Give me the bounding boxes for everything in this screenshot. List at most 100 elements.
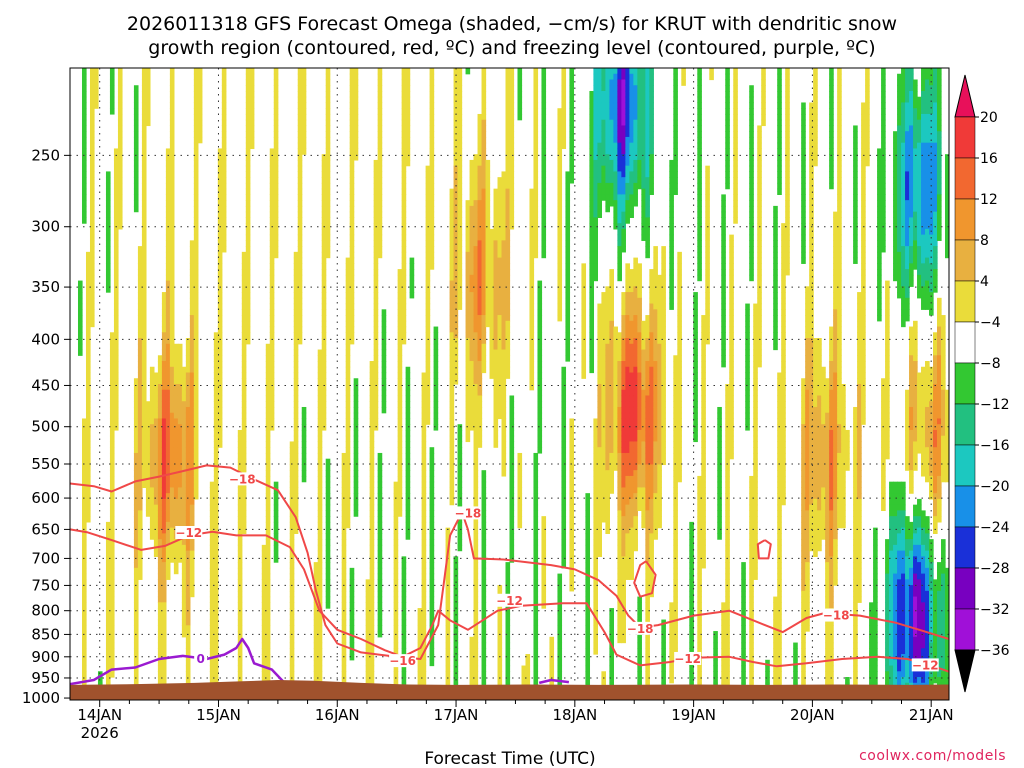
omega-cell xyxy=(161,619,167,626)
omega-cell xyxy=(365,596,371,603)
omega-cell xyxy=(601,102,606,109)
omega-cell xyxy=(541,125,547,132)
omega-cell xyxy=(237,619,243,626)
omega-cell xyxy=(157,573,163,580)
omega-cell xyxy=(85,516,91,523)
omega-cell xyxy=(153,470,159,477)
omega-cell xyxy=(445,659,451,667)
omega-cell xyxy=(589,223,595,230)
omega-cell xyxy=(605,171,610,178)
omega-cell xyxy=(393,677,399,684)
omega-cell xyxy=(217,395,223,402)
omega-cell xyxy=(237,504,243,511)
omega-cell xyxy=(377,470,383,477)
omega-cell xyxy=(473,165,479,173)
omega-cell xyxy=(117,68,123,75)
omega-cell xyxy=(85,309,91,316)
omega-cell xyxy=(597,429,602,437)
omega-cell xyxy=(617,148,622,155)
omega-cell xyxy=(609,154,614,161)
omega-cell xyxy=(189,464,195,471)
omega-cell xyxy=(365,619,371,626)
omega-cell xyxy=(217,303,223,310)
omega-cell xyxy=(501,355,507,362)
omega-cell xyxy=(293,458,299,466)
omega-cell xyxy=(609,280,614,287)
omega-cell xyxy=(425,326,431,333)
omega-cell xyxy=(289,533,295,540)
omega-cell xyxy=(177,556,183,563)
omega-cell xyxy=(489,372,495,379)
omega-cell xyxy=(141,263,147,270)
omega-cell xyxy=(169,493,175,500)
omega-cell xyxy=(265,378,271,385)
omega-cell xyxy=(313,562,319,569)
omega-cell xyxy=(313,573,319,580)
omega-cell xyxy=(533,165,539,173)
omega-cell xyxy=(193,349,199,356)
omega-cell xyxy=(597,366,602,374)
omega-cell xyxy=(265,636,271,644)
omega-cell xyxy=(189,286,195,293)
omega-cell xyxy=(161,608,167,615)
omega-cell xyxy=(269,292,275,299)
omega-cell xyxy=(217,159,223,167)
omega-cell xyxy=(565,217,571,224)
omega-cell xyxy=(409,263,415,270)
omega-cell xyxy=(397,435,403,443)
omega-cell xyxy=(537,418,543,425)
omega-cell xyxy=(317,452,323,460)
omega-cell xyxy=(585,642,591,649)
omega-cell xyxy=(481,194,487,201)
omega-cell xyxy=(605,159,610,167)
omega-cell xyxy=(609,194,614,201)
omega-cell xyxy=(353,498,359,506)
omega-cell xyxy=(81,447,87,454)
omega-cell xyxy=(613,429,618,437)
omega-cell xyxy=(609,200,614,207)
omega-cell xyxy=(165,481,171,489)
omega-cell xyxy=(297,188,303,195)
omega-cell xyxy=(265,349,271,356)
omega-cell xyxy=(145,68,151,75)
omega-cell xyxy=(453,303,459,310)
omega-cell xyxy=(601,136,606,144)
omega-cell xyxy=(405,108,411,115)
omega-cell xyxy=(109,636,115,644)
omega-cell xyxy=(501,418,507,425)
omega-cell xyxy=(241,504,247,511)
omega-cell xyxy=(557,246,563,253)
omega-cell xyxy=(469,372,475,379)
omega-cell xyxy=(481,332,487,339)
omega-cell xyxy=(157,539,163,546)
omega-cell xyxy=(537,447,543,454)
omega-cell xyxy=(181,625,187,632)
omega-cell xyxy=(617,435,622,443)
omega-cell xyxy=(597,332,602,339)
omega-cell xyxy=(177,418,183,425)
omega-cell xyxy=(453,613,459,621)
omega-cell xyxy=(169,171,175,178)
omega-cell xyxy=(149,412,155,420)
omega-cell xyxy=(517,68,523,75)
omega-cell xyxy=(589,303,595,310)
omega-cell xyxy=(429,516,435,523)
omega-cell xyxy=(325,493,331,500)
omega-cell xyxy=(429,487,435,494)
omega-cell xyxy=(273,119,279,127)
omega-cell xyxy=(141,205,147,213)
omega-cell xyxy=(297,269,303,276)
omega-cell xyxy=(165,228,171,236)
omega-cell xyxy=(217,194,223,201)
omega-cell xyxy=(505,131,511,138)
omega-cell xyxy=(133,165,139,173)
omega-cell xyxy=(109,521,115,529)
omega-cell xyxy=(145,96,151,104)
omega-cell xyxy=(485,188,491,195)
omega-cell xyxy=(185,596,191,603)
omega-cell xyxy=(505,613,511,621)
omega-cell xyxy=(429,596,435,603)
omega-cell xyxy=(425,286,431,293)
omega-cell xyxy=(469,343,475,351)
omega-cell xyxy=(497,343,503,351)
